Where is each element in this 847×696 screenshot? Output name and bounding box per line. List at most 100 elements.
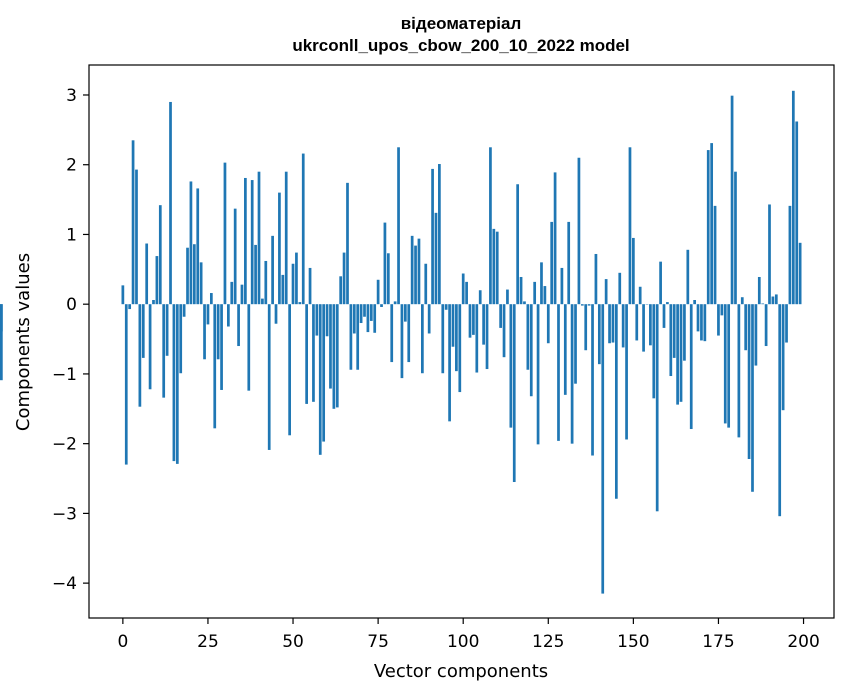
bar-30	[223, 162, 227, 305]
bar-71	[363, 304, 366, 317]
bar-169	[696, 304, 700, 332]
bar-60	[325, 304, 329, 337]
y-tick-label: −3	[52, 504, 77, 524]
bar-87	[417, 238, 421, 305]
bar-7	[145, 243, 149, 305]
bar-168	[693, 300, 696, 305]
bar-116	[516, 184, 520, 305]
bar-115	[512, 304, 516, 483]
bar-65	[342, 252, 346, 305]
bar-42	[264, 260, 268, 305]
bar-126	[550, 221, 554, 305]
bar-99	[458, 304, 462, 393]
bar-73	[369, 304, 373, 321]
bar-110	[495, 231, 499, 305]
x-axis-label: Vector components	[374, 661, 548, 682]
bar-108	[489, 147, 492, 305]
bar-36	[244, 177, 247, 305]
bar-2	[128, 304, 132, 310]
bar-104	[475, 304, 479, 373]
y-tick-label: −1	[52, 365, 77, 385]
bar-134	[577, 157, 581, 305]
bar-29	[220, 304, 223, 390]
bar-173	[710, 143, 714, 305]
bar-161	[669, 304, 673, 377]
bar-76	[380, 304, 383, 307]
y-axis-label: Components values	[13, 253, 34, 431]
bar-195	[785, 304, 788, 343]
bar-119	[526, 304, 530, 370]
bar-27	[213, 304, 217, 429]
bar-146	[618, 272, 622, 305]
bar-80	[393, 301, 397, 305]
bar-98	[455, 304, 458, 372]
bar-179	[730, 95, 734, 305]
bar-170	[700, 304, 703, 341]
bar-92	[434, 212, 438, 305]
bar-155	[649, 304, 652, 346]
bar-149	[628, 147, 632, 305]
y-tick-label: 0	[66, 295, 77, 315]
bar-152	[638, 286, 642, 305]
bar-192	[774, 294, 778, 305]
bar-122	[536, 304, 540, 445]
bar-53	[301, 153, 305, 305]
bar-132	[570, 304, 574, 444]
bar-4	[135, 169, 138, 305]
bar-148	[625, 304, 628, 440]
y-tick-label: −4	[52, 574, 77, 594]
bar-127	[553, 172, 557, 305]
bar-91	[431, 168, 434, 305]
bar-175	[717, 304, 720, 336]
x-tick-label: 125	[532, 632, 564, 652]
bar-151	[635, 304, 639, 341]
bar-51	[295, 252, 298, 305]
bar-139	[594, 253, 598, 305]
bar-19	[186, 247, 189, 305]
bar-77	[383, 222, 387, 305]
bar-103	[472, 304, 475, 335]
bar-79	[390, 304, 394, 363]
bar-185	[751, 304, 754, 492]
bar-190	[768, 204, 771, 305]
bar-43	[267, 304, 271, 450]
bar-100	[461, 273, 465, 305]
bar-58	[318, 304, 322, 455]
bar-177	[723, 304, 727, 424]
bar-198	[795, 121, 799, 305]
bar-8	[148, 304, 152, 390]
bar-96	[448, 304, 451, 422]
bar-174	[713, 205, 717, 305]
bar-150	[632, 237, 635, 305]
bar-17	[179, 304, 183, 374]
bar-35	[240, 284, 244, 305]
bar-69	[356, 304, 360, 370]
bar-165	[683, 304, 686, 361]
bar-47	[281, 274, 285, 305]
bar-12	[162, 304, 166, 398]
bar-133	[574, 304, 577, 384]
bar-144	[611, 304, 615, 343]
bar-145	[614, 304, 618, 499]
bar-187	[757, 276, 761, 305]
bar-153	[642, 304, 645, 352]
bar-34	[237, 304, 240, 347]
bar-120	[529, 304, 533, 397]
bar-13	[165, 304, 169, 356]
y-tick-label: −2	[52, 435, 77, 455]
bar-101	[465, 281, 468, 305]
bar-46	[278, 192, 281, 305]
bar-54	[305, 304, 308, 404]
bar-125	[546, 304, 550, 344]
x-tick-label: 50	[282, 632, 304, 652]
bar-102	[468, 304, 472, 338]
bar-55	[308, 267, 312, 305]
bar-162	[672, 304, 676, 358]
bar-89	[424, 263, 428, 305]
bar-72	[366, 304, 370, 333]
bar-44	[271, 235, 274, 305]
bar-160	[666, 302, 669, 305]
bar-83	[403, 304, 407, 322]
x-tick-label: 0	[117, 632, 128, 652]
